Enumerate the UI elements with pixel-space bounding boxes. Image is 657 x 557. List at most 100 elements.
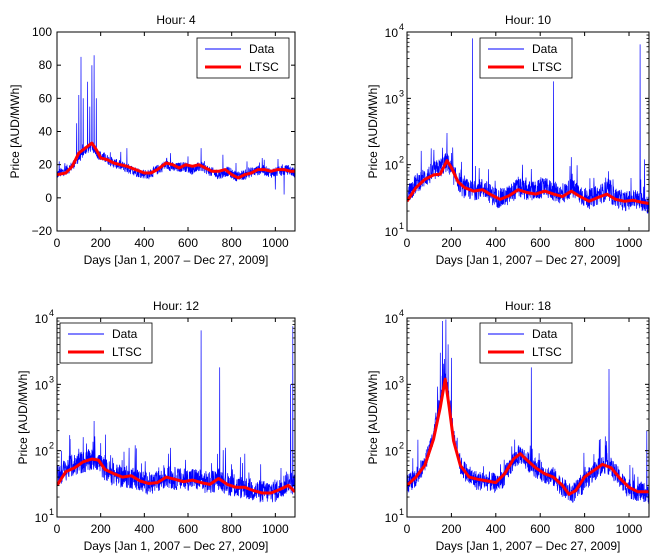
legend-label: LTSC	[112, 345, 142, 359]
legend-box	[479, 37, 573, 79]
y-tick-label: 60	[39, 91, 53, 105]
y-tick-exponent: 2	[399, 441, 404, 451]
axes-box	[406, 317, 650, 518]
legend-label: Data	[532, 327, 558, 341]
plot-series	[57, 326, 295, 503]
series-ltsc-line	[407, 159, 649, 205]
x-tick-label: 800	[575, 522, 595, 536]
x-tick-label: 1000	[616, 236, 643, 250]
y-tick-label: −20	[32, 224, 53, 238]
y-tick-exponent: 1	[399, 221, 404, 231]
chart-title: Hour: 10	[505, 13, 551, 27]
x-tick-label: 800	[575, 236, 595, 250]
y-tick-exponent: 1	[49, 507, 54, 517]
y-axis-label: Price [AUD/MWh]	[8, 84, 22, 178]
x-tick-label: 0	[54, 236, 61, 250]
x-tick-label: 1000	[262, 236, 289, 250]
plot-series	[407, 38, 649, 214]
legend: Data LTSC	[479, 322, 573, 364]
x-axis-label: Days [Jan 1, 2007 – Dec 27, 2009]	[84, 253, 269, 267]
x-tick-label: 0	[404, 522, 411, 536]
x-tick-label: 800	[222, 236, 242, 250]
y-tick-label: 10	[35, 378, 49, 392]
y-tick-label: 10	[35, 445, 49, 459]
y-tick-label: 10	[385, 312, 399, 326]
plot-series	[407, 319, 649, 504]
series-data-line	[57, 326, 295, 503]
x-tick-label: 400	[134, 522, 154, 536]
x-axis-label: Days [Jan 1, 2007 – Dec 27, 2009]	[436, 539, 621, 553]
y-tick-label: 20	[39, 158, 53, 172]
y-axis-label: Price [AUD/MWh]	[16, 370, 30, 464]
x-tick-label: 200	[441, 236, 461, 250]
x-tick-label: 200	[91, 236, 111, 250]
x-tick-label: 200	[91, 522, 111, 536]
legend: Data LTSC	[59, 322, 153, 364]
y-tick-exponent: 3	[399, 88, 404, 98]
y-axis-label: Price [AUD/MWh]	[366, 84, 380, 178]
y-tick-exponent: 1	[399, 507, 404, 517]
y-tick-label: 10	[385, 445, 399, 459]
x-tick-label: 0	[54, 522, 61, 536]
y-tick-exponent: 2	[49, 441, 54, 451]
x-tick-label: 1000	[616, 522, 643, 536]
series-ltsc-line	[57, 457, 295, 495]
y-tick-exponent: 4	[399, 308, 404, 318]
y-tick-label: 100	[32, 25, 52, 39]
legend-label: LTSC	[532, 345, 562, 359]
x-tick-label: 600	[530, 236, 550, 250]
series-ltsc-line	[57, 141, 295, 180]
legend-label: Data	[112, 327, 138, 341]
axes-box	[56, 317, 296, 518]
x-tick-label: 400	[486, 236, 506, 250]
y-tick-label: 10	[385, 511, 399, 525]
y-tick-label: 10	[35, 312, 49, 326]
y-tick-exponent: 4	[399, 22, 404, 32]
y-tick-exponent: 2	[399, 155, 404, 165]
legend-label: LTSC	[532, 60, 562, 74]
y-axis-label: Price [AUD/MWh]	[366, 370, 380, 464]
y-tick-label: 10	[385, 225, 399, 239]
legend-label: LTSC	[249, 60, 279, 74]
x-tick-label: 400	[134, 236, 154, 250]
axes-box	[406, 31, 650, 232]
plot-series	[57, 55, 295, 195]
y-tick-exponent: 3	[49, 374, 54, 384]
x-axis-label: Days [Jan 1, 2007 – Dec 27, 2009]	[84, 539, 269, 553]
legend-label: Data	[532, 42, 558, 56]
y-tick-exponent: 4	[49, 308, 54, 318]
chart-title: Hour: 12	[153, 299, 199, 313]
legend: Data LTSC	[196, 37, 290, 79]
legend-box	[196, 37, 290, 79]
x-axis-label: Days [Jan 1, 2007 – Dec 27, 2009]	[436, 253, 621, 267]
x-tick-label: 800	[222, 522, 242, 536]
legend-box	[479, 322, 573, 364]
series-ltsc-line	[407, 377, 649, 496]
x-tick-label: 600	[530, 522, 550, 536]
x-tick-label: 600	[178, 522, 198, 536]
x-tick-label: 400	[486, 522, 506, 536]
y-tick-exponent: 3	[399, 374, 404, 384]
legend: Data LTSC	[479, 37, 573, 79]
x-tick-label: 1000	[262, 522, 289, 536]
x-tick-label: 200	[441, 522, 461, 536]
chart-title: Hour: 18	[505, 299, 551, 313]
y-tick-label: 10	[385, 26, 399, 40]
y-tick-label: 80	[39, 58, 53, 72]
y-tick-label: 10	[35, 511, 49, 525]
y-tick-label: 10	[385, 378, 399, 392]
y-tick-label: 40	[39, 125, 53, 139]
y-tick-label: 10	[385, 159, 399, 173]
legend-label: Data	[249, 42, 275, 56]
x-tick-label: 0	[404, 236, 411, 250]
y-tick-label: 10	[385, 92, 399, 106]
chart-title: Hour: 4	[156, 13, 196, 27]
x-tick-label: 600	[178, 236, 198, 250]
y-tick-label: 0	[45, 191, 52, 205]
legend-box	[59, 322, 153, 364]
